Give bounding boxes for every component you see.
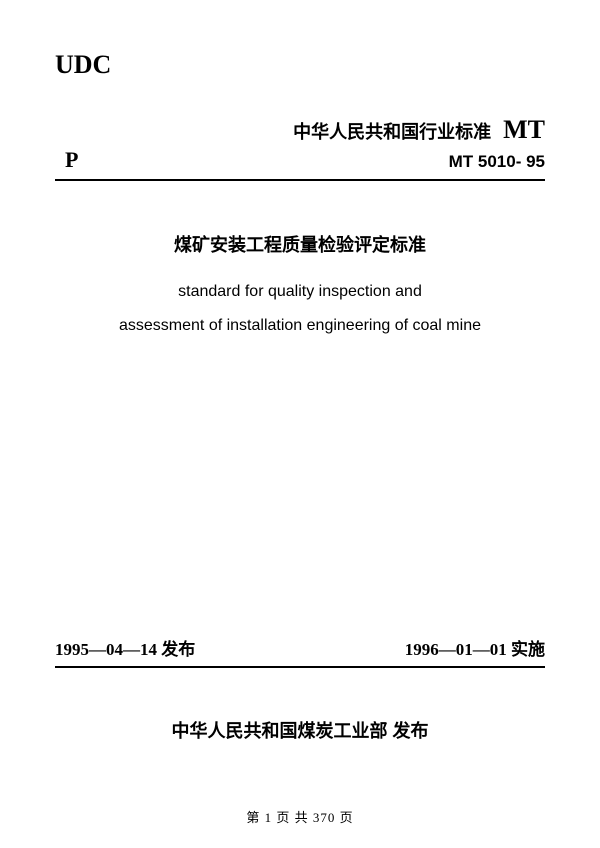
p-classification: P bbox=[55, 147, 78, 173]
title-section: 煤矿安装工程质量检验评定标准 standard for quality insp… bbox=[55, 231, 545, 342]
mt-classification: MT bbox=[503, 115, 545, 145]
title-chinese: 煤矿安装工程质量检验评定标准 bbox=[55, 231, 545, 257]
publisher: 中华人民共和国煤炭工业部 发布 bbox=[0, 717, 600, 743]
header-row-1: 中华人民共和国行业标准 MT bbox=[55, 115, 545, 145]
standard-code: MT 5010- 95 bbox=[449, 152, 545, 172]
standard-org-label: 中华人民共和国行业标准 bbox=[293, 118, 491, 144]
publish-date: 1995—04—14 发布 bbox=[55, 635, 195, 660]
implement-date: 1996—01—01 实施 bbox=[405, 635, 545, 660]
dates-row: 1995—04—14 发布 1996—01—01 实施 bbox=[55, 635, 545, 668]
header-row-2: P MT 5010- 95 bbox=[55, 147, 545, 181]
page-footer: 第 1 页 共 370 页 bbox=[0, 807, 600, 826]
title-english-line2: assessment of installation engineering o… bbox=[55, 309, 545, 343]
title-english-line1: standard for quality inspection and bbox=[55, 275, 545, 309]
udc-label: UDC bbox=[55, 50, 545, 80]
